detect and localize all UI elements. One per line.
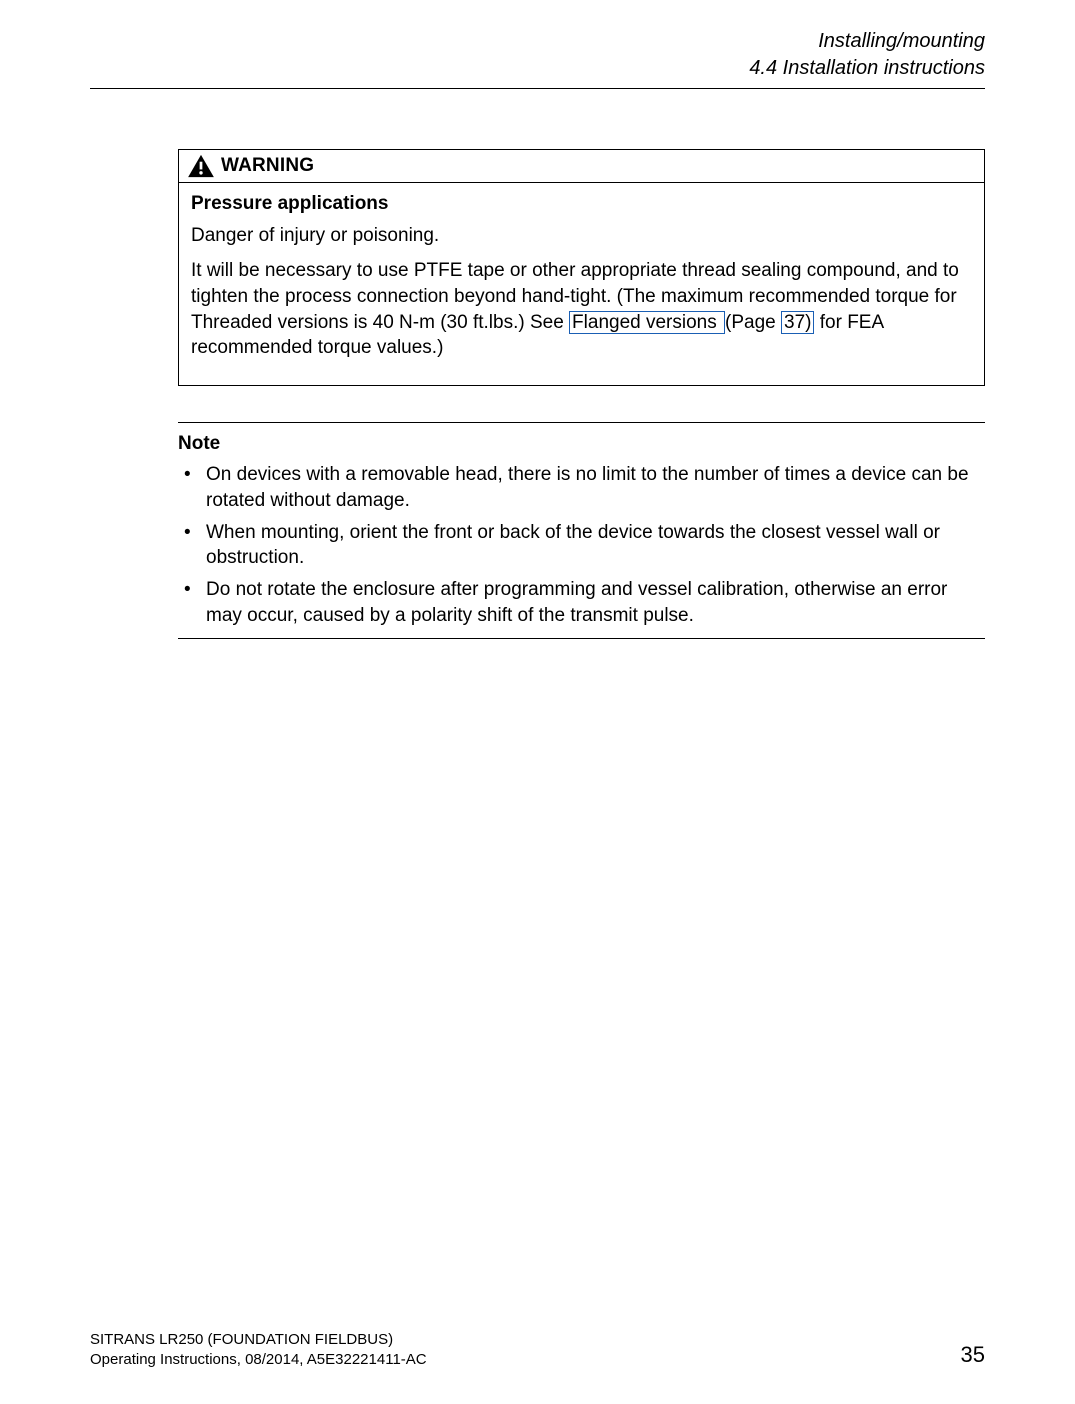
header-rule [90, 88, 985, 89]
warning-body: Pressure applications Danger of injury o… [179, 183, 984, 385]
note-top-rule [178, 422, 985, 423]
warning-text-mid: (Page [725, 312, 776, 333]
footer-docinfo: Operating Instructions, 08/2014, A5E3222… [90, 1350, 427, 1370]
flanged-versions-link[interactable]: Flanged versions [569, 311, 725, 334]
warning-danger-line: Danger of injury or poisoning. [191, 223, 972, 249]
page-header: Installing/mounting 4.4 Installation ins… [90, 28, 985, 82]
warning-label: WARNING [221, 155, 314, 177]
content-area: WARNING Pressure applications Danger of … [178, 149, 985, 639]
page-37-link[interactable]: 37) [781, 311, 814, 334]
page-number: 35 [961, 1340, 985, 1370]
note-list-item: Do not rotate the enclosure after progra… [178, 577, 985, 628]
footer-product: SITRANS LR250 (FOUNDATION FIELDBUS) [90, 1330, 427, 1350]
note-title: Note [178, 431, 985, 457]
warning-header: WARNING [179, 150, 984, 183]
note-block: Note On devices with a removable head, t… [178, 422, 985, 639]
header-chapter: Installing/mounting [90, 28, 985, 55]
warning-subtitle: Pressure applications [191, 191, 972, 217]
document-page: Installing/mounting 4.4 Installation ins… [0, 0, 1075, 1404]
note-list: On devices with a removable head, there … [178, 462, 985, 628]
footer-left: SITRANS LR250 (FOUNDATION FIELDBUS) Oper… [90, 1330, 427, 1371]
page-footer: SITRANS LR250 (FOUNDATION FIELDBUS) Oper… [90, 1330, 985, 1371]
note-bottom-rule [178, 638, 985, 639]
note-list-item: On devices with a removable head, there … [178, 462, 985, 513]
warning-box: WARNING Pressure applications Danger of … [178, 149, 985, 386]
header-section: 4.4 Installation instructions [90, 55, 985, 82]
warning-triangle-icon [187, 154, 215, 178]
warning-main-paragraph: It will be necessary to use PTFE tape or… [191, 258, 972, 361]
note-list-item: When mounting, orient the front or back … [178, 520, 985, 571]
